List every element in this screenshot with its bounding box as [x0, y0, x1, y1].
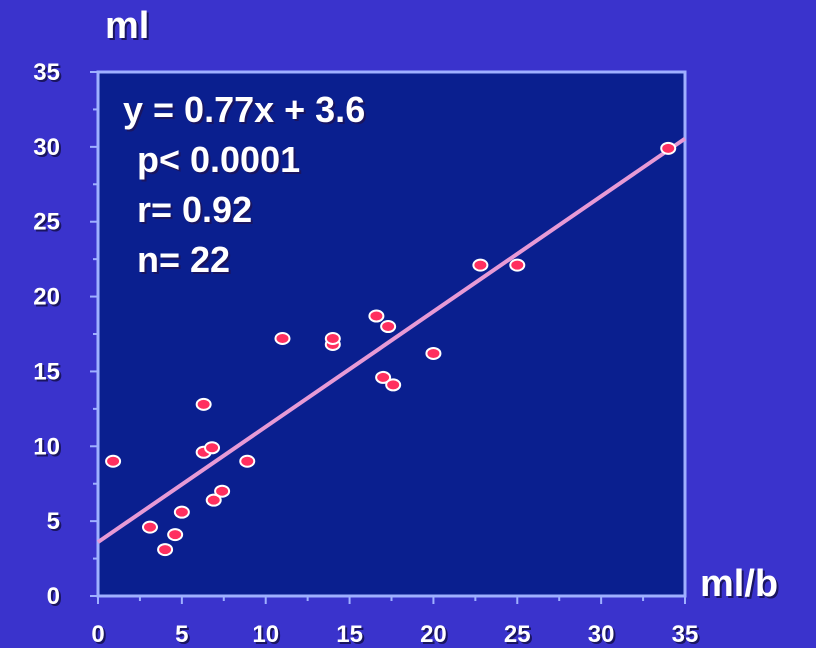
data-point	[195, 397, 212, 411]
regression-equation: y = 0.77x + 3.6	[123, 89, 365, 130]
r-value: r= 0.92	[137, 189, 252, 230]
x-tick-label: 30	[588, 621, 615, 648]
stats-annotation: y = 0.77x + 3.6 p< 0.0001 r= 0.92 n= 22	[123, 89, 365, 280]
data-point	[157, 543, 174, 557]
x-tick-label: 15	[336, 621, 363, 648]
y-tick-label: 35	[33, 59, 60, 86]
data-point	[660, 141, 677, 155]
y-tick-label: 5	[47, 508, 60, 535]
data-point	[214, 484, 231, 498]
p-value: p< 0.0001	[137, 139, 300, 180]
y-axis-label: ml	[105, 5, 149, 47]
data-point	[425, 346, 442, 360]
y-tick-label: 25	[33, 209, 60, 236]
x-tick-label: 25	[504, 621, 531, 648]
x-axis: 0 5 10 15 20 25 30 35	[91, 596, 698, 648]
x-tick-label: 20	[420, 621, 447, 648]
x-tick-label: 5	[175, 621, 188, 648]
data-point	[368, 309, 385, 323]
y-tick-label: 10	[33, 433, 60, 460]
data-point	[239, 454, 256, 468]
data-point	[205, 493, 222, 507]
data-point	[167, 528, 184, 542]
x-tick-label: 0	[91, 621, 104, 648]
y-axis: 0 5 10 15 20 25 30 35	[33, 59, 98, 610]
data-point	[472, 258, 489, 272]
data-point	[105, 454, 122, 468]
plot-area	[96, 70, 687, 598]
data-point	[274, 331, 291, 345]
y-tick-label: 20	[33, 284, 60, 311]
regression-line	[96, 136, 687, 544]
data-point	[204, 441, 221, 455]
data-point	[509, 258, 526, 272]
data-points	[105, 141, 677, 557]
regression-line-group	[96, 136, 687, 544]
x-tick-label: 35	[672, 621, 699, 648]
y-tick-label: 30	[33, 134, 60, 161]
y-tick-label: 15	[33, 358, 60, 385]
data-point	[173, 505, 190, 519]
data-point	[385, 378, 402, 392]
n-value: n= 22	[137, 239, 230, 280]
data-point	[141, 520, 158, 534]
x-axis-label: ml/b	[700, 563, 778, 605]
data-point	[380, 320, 397, 334]
data-point	[375, 370, 392, 384]
data-point	[324, 331, 341, 345]
x-tick-label: 10	[252, 621, 279, 648]
y-tick-label: 0	[47, 583, 60, 610]
